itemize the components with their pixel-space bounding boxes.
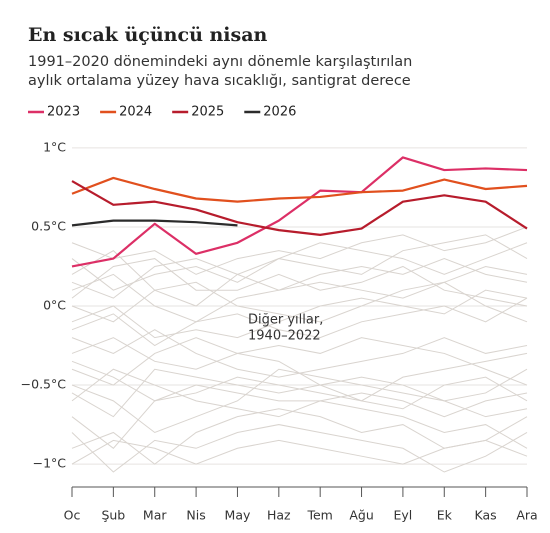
other-year-line: [71, 297, 528, 347]
other-year-line: [71, 337, 528, 386]
chart-title: En sıcak üçüncü nisan: [28, 24, 268, 46]
annotation: 1940–2022: [248, 329, 321, 344]
y-tick-label: −0.5°C: [21, 377, 67, 392]
x-tick-label: Ek: [437, 508, 453, 523]
y-tick-label: −1°C: [33, 456, 67, 471]
x-tick-label: Kas: [475, 508, 497, 523]
other-year-line: [71, 439, 528, 465]
series-line: [71, 156, 528, 268]
other-year-line: [71, 258, 528, 299]
other-year-line: [71, 242, 528, 291]
y-tick-label: 0°C: [43, 298, 66, 313]
other-year-line: [71, 337, 528, 402]
other-year-line: [71, 368, 528, 418]
subtitle: aylık ortalama yüzey hava sıcaklığı, san…: [28, 73, 411, 89]
x-tick-label: Oc: [64, 508, 81, 523]
series-line: [71, 180, 528, 236]
legend-label: 2023: [47, 105, 80, 120]
other-year-line: [71, 329, 528, 378]
x-tick-label: Ağu: [349, 508, 373, 523]
other-year-line: [71, 281, 528, 323]
y-tick-label: 0.5°C: [31, 218, 66, 233]
subtitle: 1991–2020 dönemindeki aynı dönemle karşı…: [28, 54, 412, 70]
annotation: Diğer yıllar,: [248, 313, 323, 328]
legend-label: 2026: [263, 105, 296, 120]
x-tick-label: Şub: [101, 508, 125, 523]
x-tick-label: Nis: [186, 508, 205, 523]
x-tick-label: Tem: [306, 508, 332, 523]
other-year-line: [71, 424, 528, 473]
other-year-line: [71, 258, 528, 307]
legend-label: 2025: [191, 105, 224, 120]
x-tick-label: Haz: [267, 508, 291, 523]
y-tick-label: 1°C: [43, 139, 66, 154]
other-year-line: [71, 352, 528, 402]
series-line: [71, 219, 238, 227]
x-tick-label: Eyl: [394, 508, 413, 523]
x-tick-label: Ara: [516, 508, 537, 523]
other-year-line: [71, 226, 528, 275]
series-line: [71, 176, 528, 203]
other-year-line: [71, 289, 528, 339]
x-tick-label: Mar: [143, 508, 167, 523]
x-tick-label: May: [225, 508, 251, 523]
other-year-line: [71, 384, 528, 449]
legend-label: 2024: [119, 105, 152, 120]
other-year-line: [71, 234, 528, 307]
